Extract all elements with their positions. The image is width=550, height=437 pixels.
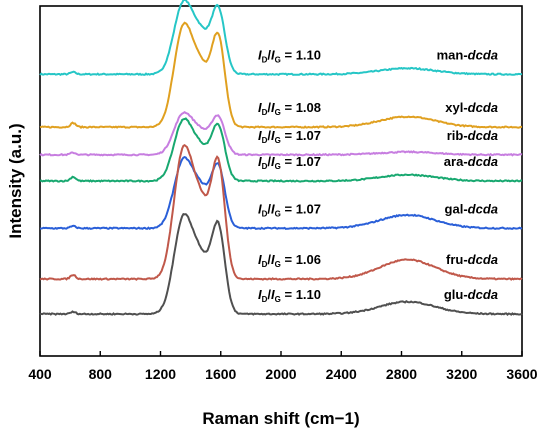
series-label-fru-dcda: fru-dcda [446, 252, 498, 267]
series-line-xyl-dcda [39, 21, 522, 129]
series-label-rib-dcda: rib-dcda [447, 128, 498, 143]
x-tick-label: 1600 [205, 366, 236, 382]
series-label-man-dcda: man-dcda [437, 47, 498, 62]
ratio-label-fru-dcda: ID/IG = 1.06 [258, 252, 321, 269]
series-line-gal-dcda [39, 156, 523, 231]
ratio-label-glu-dcda: ID/IG = 1.10 [258, 287, 321, 304]
x-tick-label: 3200 [446, 366, 477, 382]
x-tick-label: 2800 [386, 366, 417, 382]
series-label-ara-dcda: ara-dcda [444, 154, 498, 169]
series-line-man-dcda [39, 0, 523, 77]
ratio-label-man-dcda: ID/IG = 1.10 [258, 47, 321, 64]
x-axis-ticks: 400 800 1200 1600 2000 2400 2800 3200 3600 [28, 351, 538, 382]
series-label-gal-dcda: gal-dcda [445, 201, 498, 216]
series-label-xyl-dcda: xyl-dcda [445, 100, 498, 115]
series-line-rib-dcda [39, 110, 523, 157]
series-line-ara-dcda [39, 117, 523, 183]
ratio-label-rib-dcda: ID/IG = 1.07 [258, 128, 321, 145]
y-axis-title: Intensity (a.u.) [6, 123, 25, 238]
x-tick-label: 1200 [145, 366, 176, 382]
series-line-fru-dcda [39, 144, 523, 281]
series-label-glu-dcda: glu-dcda [444, 287, 498, 302]
x-tick-label: 2000 [265, 366, 296, 382]
x-tick-label: 3600 [506, 366, 537, 382]
label-layer: ID/IG = 1.10 man-dcda ID/IG = 1.08 xyl-dcda… [258, 47, 498, 304]
x-tick-label: 400 [28, 366, 52, 382]
series-layer [39, 0, 523, 316]
ratio-label-ara-dcda: ID/IG = 1.07 [258, 154, 321, 171]
ratio-label-gal-dcda: ID/IG = 1.07 [258, 201, 321, 218]
x-axis-title: Raman shift (cm−1) [202, 409, 359, 428]
ratio-label-xyl-dcda: ID/IG = 1.08 [258, 100, 321, 117]
x-tick-label: 800 [89, 366, 113, 382]
series-line-glu-dcda [39, 212, 523, 316]
x-tick-label: 2400 [326, 366, 357, 382]
